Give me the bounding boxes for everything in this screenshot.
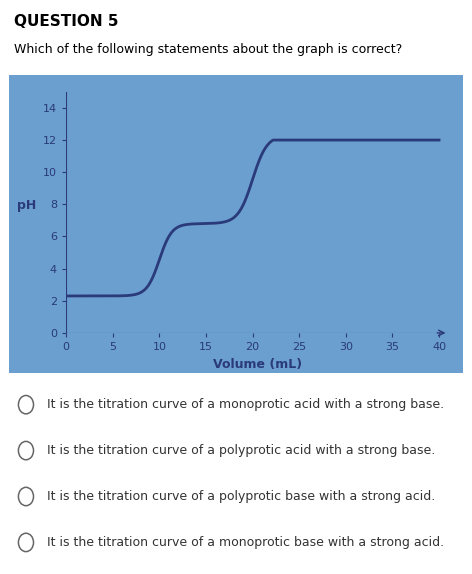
- Y-axis label: pH: pH: [17, 199, 36, 212]
- Text: Which of the following statements about the graph is correct?: Which of the following statements about …: [14, 43, 403, 56]
- Text: QUESTION 5: QUESTION 5: [14, 14, 118, 29]
- X-axis label: Volume (mL): Volume (mL): [213, 358, 302, 370]
- Text: It is the titration curve of a polyprotic base with a strong acid.: It is the titration curve of a polyproti…: [47, 490, 436, 503]
- Text: It is the titration curve of a monoprotic acid with a strong base.: It is the titration curve of a monoproti…: [47, 398, 444, 411]
- Text: It is the titration curve of a polyprotic acid with a strong base.: It is the titration curve of a polyproti…: [47, 444, 436, 457]
- Text: It is the titration curve of a monoprotic base with a strong acid.: It is the titration curve of a monoproti…: [47, 536, 444, 549]
